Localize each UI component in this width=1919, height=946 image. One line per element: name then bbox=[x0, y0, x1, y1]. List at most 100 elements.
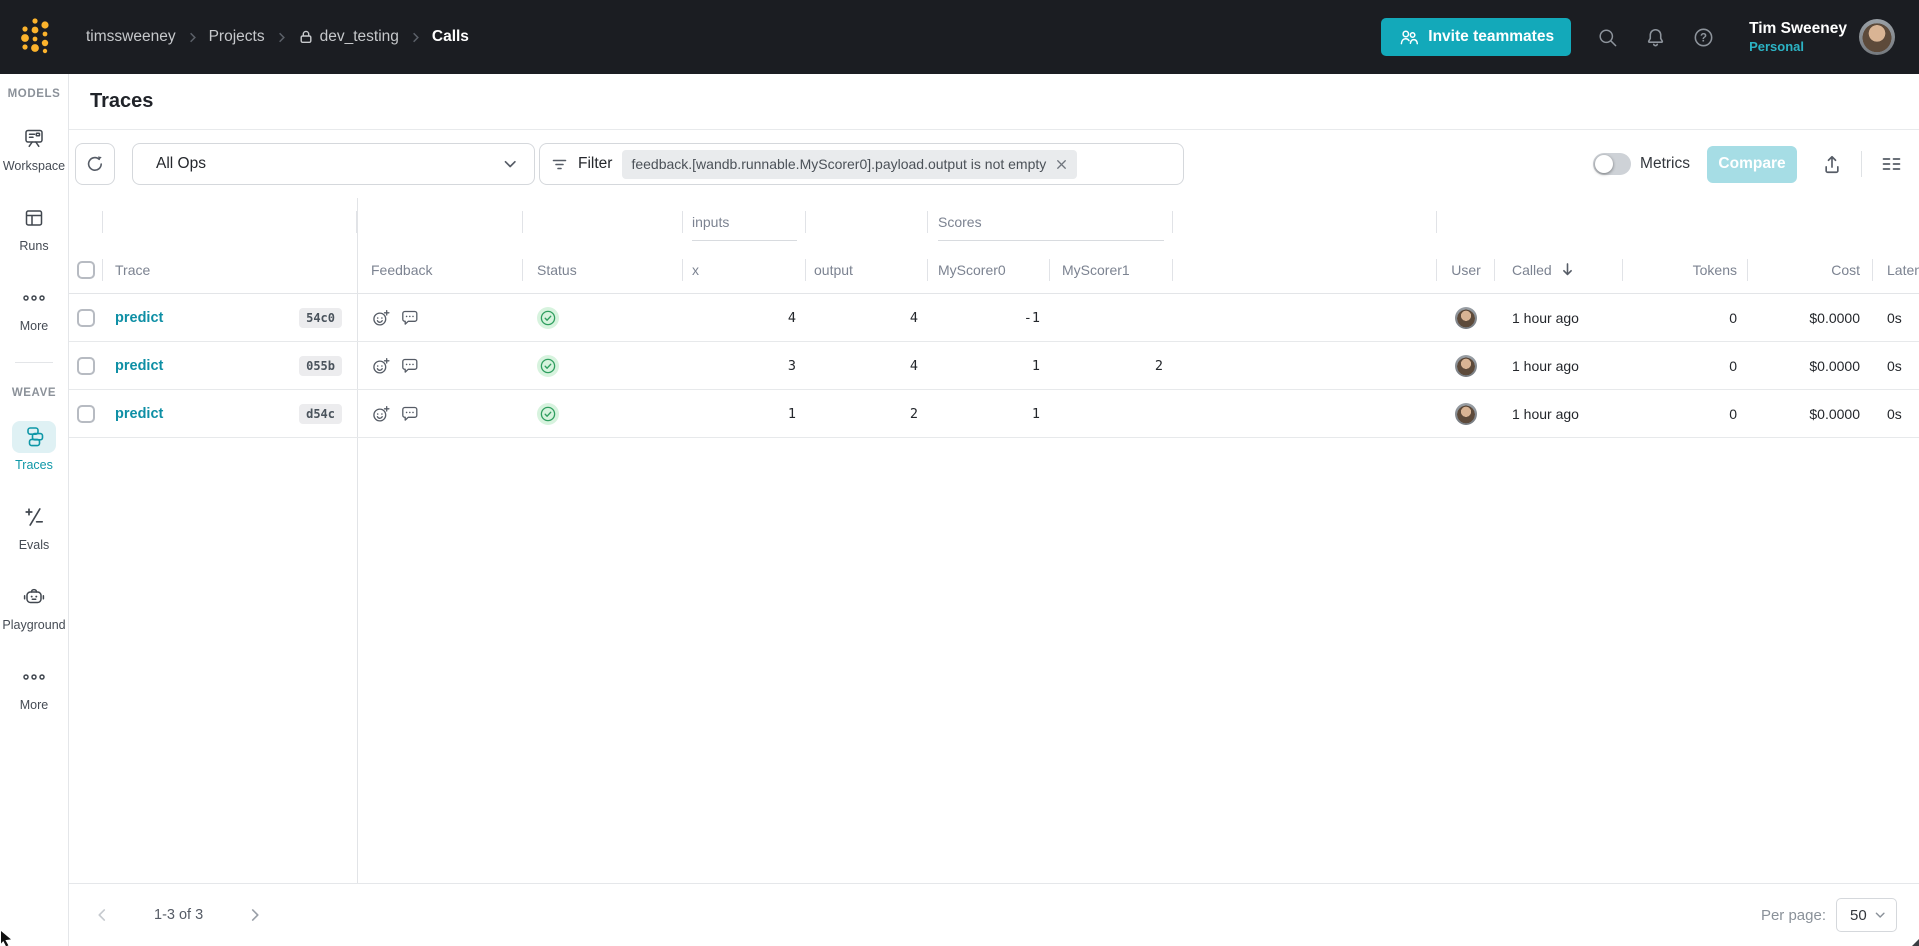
row-checkbox[interactable] bbox=[77, 308, 95, 327]
header-latency[interactable]: Latency bbox=[1887, 261, 1919, 278]
breadcrumb-entity[interactable]: timssweeney bbox=[86, 28, 176, 45]
avatar bbox=[1455, 354, 1477, 377]
pagination-bar: 1-3 of 3 Per page: 50 bbox=[69, 883, 1919, 946]
sidebar-item-weave-more[interactable]: More bbox=[12, 661, 56, 712]
remove-filter-icon[interactable] bbox=[1054, 157, 1069, 172]
sidebar-item-workspace[interactable]: Workspace bbox=[3, 122, 65, 173]
breadcrumb-page[interactable]: Calls bbox=[431, 28, 469, 45]
main-content: Traces All Ops bbox=[69, 74, 1919, 946]
pinned-column-separator bbox=[357, 198, 358, 883]
op-selector-dropdown[interactable]: All Ops bbox=[132, 143, 535, 185]
header-tokens[interactable]: Tokens bbox=[1623, 246, 1748, 293]
playground-icon bbox=[12, 581, 56, 613]
table-row[interactable]: predict d54c bbox=[69, 390, 1919, 438]
sidebar-item-traces[interactable]: Traces bbox=[12, 421, 56, 472]
call-id-chip[interactable]: d54c bbox=[299, 403, 342, 424]
invite-teammates-label: Invite teammates bbox=[1428, 28, 1555, 45]
compare-button[interactable]: Compare bbox=[1707, 145, 1797, 183]
sidebar-section-weave: WEAVE bbox=[11, 387, 57, 399]
add-reaction-icon[interactable] bbox=[371, 308, 391, 328]
user-menu[interactable]: Tim Sweeney Personal bbox=[1749, 19, 1895, 55]
table-row[interactable]: predict 54c0 bbox=[69, 294, 1919, 342]
feedback-comment-icon[interactable] bbox=[400, 404, 420, 424]
sidebar-item-label: Workspace bbox=[2, 159, 66, 173]
table-row[interactable]: predict 055b bbox=[69, 342, 1919, 390]
cell-output: 4 bbox=[909, 309, 918, 326]
feedback-comment-icon[interactable] bbox=[400, 308, 420, 328]
next-page-button[interactable] bbox=[242, 902, 268, 928]
add-reaction-icon[interactable] bbox=[371, 404, 391, 424]
cell-cost: $0.0000 bbox=[1809, 309, 1860, 326]
cell-input-x: 1 bbox=[787, 405, 796, 422]
group-cell-empty bbox=[103, 198, 357, 246]
cell-input-x: 4 bbox=[787, 309, 796, 326]
trace-link[interactable]: predict bbox=[115, 405, 164, 422]
group-header-scores: Scores bbox=[928, 198, 1173, 246]
per-page-select[interactable]: 50 bbox=[1836, 898, 1897, 932]
cell-output: 4 bbox=[909, 357, 918, 374]
filter-chip-text: feedback.[wandb.runnable.MyScorer0].payl… bbox=[631, 156, 1047, 172]
per-page-label: Per page: bbox=[1760, 906, 1826, 924]
header-user[interactable]: User bbox=[1437, 246, 1495, 293]
breadcrumb-project[interactable]: dev_testing bbox=[298, 28, 399, 46]
runs-icon bbox=[12, 202, 56, 234]
sort-desc-icon[interactable] bbox=[1559, 261, 1576, 278]
toolbar-right: Metrics Compare bbox=[1593, 145, 1903, 183]
header-input-x[interactable]: x bbox=[683, 246, 806, 293]
page-title: Traces bbox=[90, 90, 154, 112]
filter-bar[interactable]: Filter feedback.[wandb.runnable.MyScorer… bbox=[539, 143, 1184, 185]
filter-label: Filter bbox=[578, 155, 613, 172]
cell-input-x: 3 bbox=[787, 357, 796, 374]
sidebar-item-label: More bbox=[19, 698, 49, 712]
export-icon[interactable] bbox=[1821, 153, 1843, 175]
cell-tokens: 0 bbox=[1729, 405, 1737, 422]
column-group-header-row: inputs Scores bbox=[69, 198, 1919, 246]
header-cost[interactable]: Cost bbox=[1748, 246, 1873, 293]
row-checkbox[interactable] bbox=[77, 404, 95, 423]
row-checkbox[interactable] bbox=[77, 356, 95, 375]
header-feedback[interactable]: Feedback bbox=[357, 246, 523, 293]
avatar[interactable] bbox=[1859, 19, 1895, 55]
more-dots-icon bbox=[12, 661, 56, 693]
traces-icon bbox=[12, 421, 56, 453]
metrics-toggle[interactable] bbox=[1593, 153, 1632, 175]
trace-link[interactable]: predict bbox=[115, 309, 164, 326]
header-select-all bbox=[69, 246, 103, 293]
add-reaction-icon[interactable] bbox=[371, 356, 391, 376]
sidebar-item-models-more[interactable]: More bbox=[12, 282, 56, 333]
feedback-comment-icon[interactable] bbox=[400, 356, 420, 376]
group-underline bbox=[692, 240, 797, 241]
user-plan: Personal bbox=[1749, 38, 1804, 54]
trace-link[interactable]: predict bbox=[115, 357, 164, 374]
filter-chip[interactable]: feedback.[wandb.runnable.MyScorer0].payl… bbox=[622, 149, 1078, 179]
user-name: Tim Sweeney bbox=[1749, 20, 1847, 38]
navbar-actions: Invite teammates ? bbox=[1381, 18, 1895, 56]
prev-page-button[interactable] bbox=[89, 902, 115, 928]
invite-teammates-button[interactable]: Invite teammates bbox=[1381, 18, 1572, 56]
search-icon[interactable] bbox=[1595, 25, 1619, 49]
help-icon[interactable]: ? bbox=[1691, 25, 1715, 49]
breadcrumb-projects[interactable]: Projects bbox=[208, 28, 265, 45]
header-called[interactable]: Called bbox=[1495, 246, 1623, 293]
sidebar-divider bbox=[15, 362, 53, 363]
refresh-button[interactable] bbox=[75, 143, 115, 185]
header-output[interactable]: output bbox=[806, 246, 928, 293]
sidebar-item-label: Playground bbox=[2, 618, 66, 632]
cell-called: 1 hour ago bbox=[1512, 309, 1579, 326]
sidebar-item-playground[interactable]: Playground bbox=[2, 581, 66, 632]
header-myscorer1[interactable]: MyScorer1 bbox=[1050, 246, 1173, 293]
column-settings-icon[interactable] bbox=[1880, 153, 1903, 175]
header-trace[interactable]: Trace bbox=[115, 261, 151, 278]
header-status[interactable]: Status bbox=[523, 246, 683, 293]
group-cell-empty bbox=[523, 198, 683, 246]
wandb-logo[interactable] bbox=[20, 17, 54, 57]
window-resize-grip[interactable] bbox=[1912, 939, 1919, 946]
notifications-bell-icon[interactable] bbox=[1643, 25, 1667, 49]
header-myscorer0[interactable]: MyScorer0 bbox=[928, 246, 1050, 293]
sidebar-item-runs[interactable]: Runs bbox=[12, 202, 56, 253]
sidebar-item-evals[interactable]: Evals bbox=[12, 501, 56, 552]
toolbar-divider bbox=[1861, 151, 1862, 177]
select-all-checkbox[interactable] bbox=[77, 260, 95, 279]
call-id-chip[interactable]: 055b bbox=[299, 355, 342, 376]
call-id-chip[interactable]: 54c0 bbox=[299, 307, 342, 328]
